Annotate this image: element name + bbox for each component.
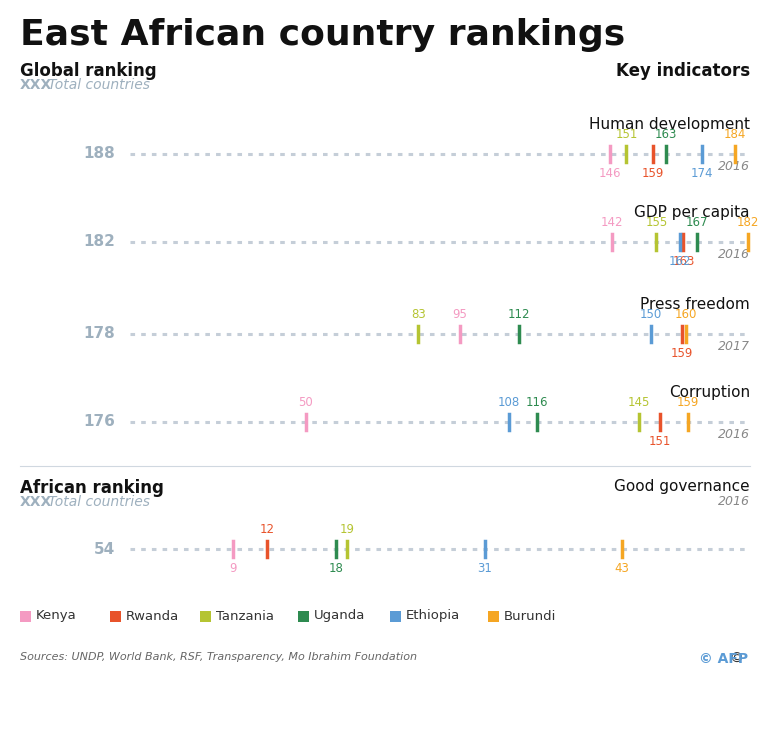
- Text: 151: 151: [649, 435, 671, 448]
- Text: 2016: 2016: [718, 428, 750, 441]
- Text: Uganda: Uganda: [314, 609, 366, 622]
- Text: 116: 116: [526, 396, 548, 409]
- Text: Total countries: Total countries: [48, 78, 150, 92]
- Bar: [390, 611, 401, 622]
- Text: Kenya: Kenya: [36, 609, 77, 622]
- Text: 108: 108: [498, 396, 521, 409]
- Bar: [298, 611, 309, 622]
- Text: Tanzania: Tanzania: [216, 609, 274, 622]
- Text: Rwanda: Rwanda: [126, 609, 179, 622]
- Text: 176: 176: [83, 415, 115, 429]
- Text: GDP per capita: GDP per capita: [634, 205, 750, 220]
- Bar: [110, 611, 121, 622]
- Text: 159: 159: [641, 167, 664, 180]
- Text: 184: 184: [723, 128, 746, 141]
- Bar: [20, 611, 31, 622]
- Text: Total countries: Total countries: [48, 495, 150, 509]
- Text: 163: 163: [672, 255, 695, 268]
- Text: 151: 151: [615, 128, 637, 141]
- Text: East African country rankings: East African country rankings: [20, 18, 625, 52]
- Text: XXX: XXX: [20, 495, 52, 509]
- Text: 146: 146: [599, 167, 621, 180]
- Text: 142: 142: [601, 216, 624, 229]
- Text: 188: 188: [83, 147, 115, 161]
- Text: Global ranking: Global ranking: [20, 62, 157, 80]
- Text: ©: ©: [730, 652, 748, 666]
- Text: 112: 112: [508, 308, 530, 321]
- Text: 2016: 2016: [718, 495, 750, 508]
- Text: Human development: Human development: [589, 117, 750, 132]
- Text: Press freedom: Press freedom: [641, 297, 750, 312]
- Text: 50: 50: [298, 396, 313, 409]
- Text: 167: 167: [686, 216, 708, 229]
- Text: © AFP: © AFP: [699, 652, 748, 666]
- Text: 150: 150: [640, 308, 662, 321]
- Text: Sources: UNDP, World Bank, RSF, Transparency, Mo Ibrahim Foundation: Sources: UNDP, World Bank, RSF, Transpar…: [20, 652, 417, 662]
- Text: 9: 9: [230, 562, 237, 575]
- Text: 145: 145: [628, 396, 650, 409]
- Text: 163: 163: [654, 128, 677, 141]
- Text: Key indicators: Key indicators: [616, 62, 750, 80]
- Bar: [488, 611, 499, 622]
- Text: 174: 174: [690, 167, 713, 180]
- Text: 162: 162: [669, 255, 691, 268]
- Text: 155: 155: [645, 216, 667, 229]
- Text: 160: 160: [674, 308, 697, 321]
- Text: 182: 182: [737, 216, 760, 229]
- Text: 31: 31: [478, 562, 492, 575]
- Text: Ethiopia: Ethiopia: [406, 609, 460, 622]
- Text: 83: 83: [411, 308, 425, 321]
- Text: African ranking: African ranking: [20, 479, 164, 497]
- Bar: [200, 611, 211, 622]
- Text: 159: 159: [670, 347, 694, 360]
- Text: 95: 95: [452, 308, 467, 321]
- Text: 159: 159: [677, 396, 700, 409]
- Text: 2017: 2017: [718, 340, 750, 353]
- Text: XXX: XXX: [20, 78, 52, 92]
- Text: 43: 43: [614, 562, 630, 575]
- Text: 2016: 2016: [718, 160, 750, 173]
- Text: 19: 19: [340, 523, 355, 536]
- Text: Corruption: Corruption: [669, 385, 750, 400]
- Text: 178: 178: [83, 327, 115, 341]
- Text: Good governance: Good governance: [614, 479, 750, 494]
- Text: 54: 54: [94, 542, 115, 556]
- Text: Burundi: Burundi: [504, 609, 556, 622]
- Text: 182: 182: [83, 234, 115, 250]
- Text: 2016: 2016: [718, 248, 750, 261]
- Text: 12: 12: [260, 523, 275, 536]
- Text: 18: 18: [329, 562, 343, 575]
